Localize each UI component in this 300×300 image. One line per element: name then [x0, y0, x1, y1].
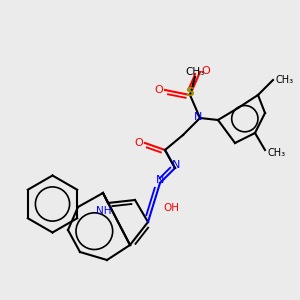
Text: N: N — [156, 175, 164, 185]
Text: O: O — [135, 138, 143, 148]
Text: O: O — [154, 85, 164, 95]
Text: CH₃: CH₃ — [268, 148, 286, 158]
Text: O: O — [202, 65, 210, 76]
Text: OH: OH — [164, 203, 179, 213]
Text: CH₃: CH₃ — [275, 75, 293, 85]
Text: CH₃: CH₃ — [185, 68, 205, 77]
Text: NH: NH — [96, 206, 111, 215]
Text: N: N — [194, 112, 203, 122]
Text: N: N — [172, 160, 181, 170]
Text: S: S — [185, 85, 194, 98]
